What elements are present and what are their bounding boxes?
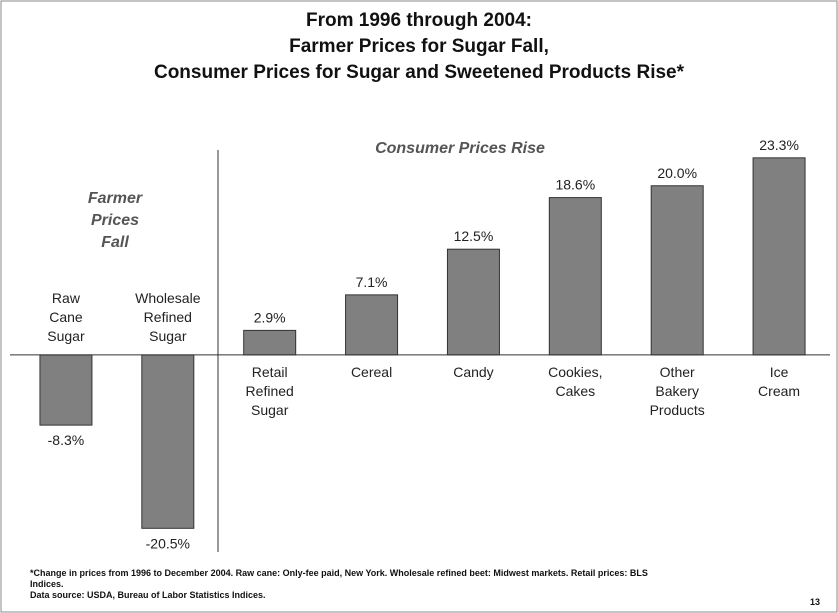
x-tick-label: Ice Cream — [758, 364, 800, 399]
annotation: Farmer Prices Fall — [88, 190, 143, 251]
x-tick-label: Other Bakery Products — [650, 364, 705, 418]
value-label: -20.5% — [146, 535, 190, 551]
footnote: *Change in prices from 1996 to December … — [30, 568, 648, 600]
value-label: 2.9% — [254, 309, 286, 325]
value-label: 18.6% — [555, 177, 595, 193]
value-label: -8.3% — [48, 432, 85, 448]
value-label: 7.1% — [356, 274, 388, 290]
bar — [39, 354, 93, 426]
x-tick-label: Cereal — [351, 364, 392, 380]
bar — [345, 294, 399, 356]
bar — [243, 329, 297, 356]
chart-title: From 1996 through 2004: Farmer Prices for… — [154, 10, 685, 83]
annotation: Consumer Prices Rise — [375, 140, 545, 157]
value-label: 12.5% — [454, 228, 494, 244]
value-label: 23.3% — [759, 137, 799, 153]
x-tick-label: Candy — [453, 364, 493, 380]
bar — [752, 157, 806, 356]
x-tick-label: Retail Refined Sugar — [246, 364, 294, 418]
bar — [141, 354, 195, 529]
value-label: 20.0% — [657, 165, 697, 181]
x-tick-label: Raw Cane Sugar — [47, 290, 85, 344]
bar — [548, 197, 602, 356]
bar — [650, 185, 704, 356]
page-number: 13 — [810, 597, 820, 607]
bar — [446, 248, 500, 356]
x-tick-label: Cookies, Cakes — [548, 364, 602, 399]
x-tick-label: Wholesale Refined Sugar — [135, 290, 201, 344]
